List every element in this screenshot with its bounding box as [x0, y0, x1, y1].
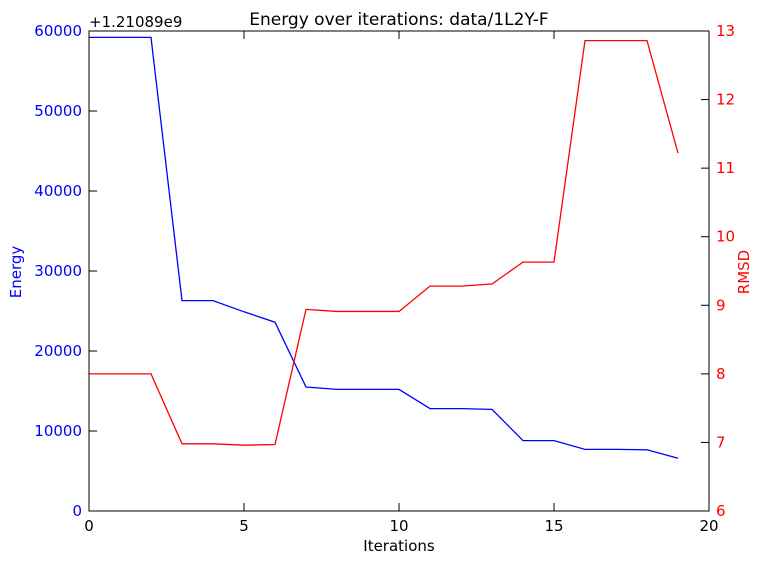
y-left-tick-label: 60000	[34, 22, 82, 40]
energy-series-line	[89, 36, 679, 459]
y-right-tick-label: 6	[716, 502, 726, 520]
y-left-tick-label: 50000	[34, 102, 82, 120]
y-left-tick-label: 0	[72, 502, 82, 520]
y-right-tick-label: 12	[716, 91, 735, 109]
y-right-tick-label: 10	[716, 228, 735, 246]
y-left-tick-label: 40000	[34, 182, 82, 200]
x-tick-label: 0	[84, 517, 94, 535]
x-tick-label: 15	[544, 517, 563, 535]
y-left-tick-label: 10000	[34, 422, 82, 440]
y-right-tick-label: 13	[716, 22, 735, 40]
y-left-axis-label: Energy	[7, 246, 25, 299]
y-left-offset-text: +1.21089e9	[89, 13, 182, 31]
y-right-tick-label: 9	[716, 296, 726, 314]
rmsd-series-line	[89, 39, 679, 446]
x-axis-label: Iterations	[363, 537, 435, 555]
y-right-tick-label: 8	[716, 365, 726, 383]
x-tick-label: 5	[239, 517, 249, 535]
y-right-tick-label: 11	[716, 159, 735, 177]
series-layer	[89, 36, 679, 459]
y-left-tick-label: 20000	[34, 342, 82, 360]
chart-title: Energy over iterations: data/1L2Y-F	[249, 10, 548, 30]
x-tick-label: 20	[699, 517, 718, 535]
axes-layer: 0 5 10 15 20 0 10000 20000 30000 40000 50000 60000 6…	[34, 22, 735, 535]
y-right-axis-label: RMSD	[735, 250, 753, 294]
x-tick-label: 10	[389, 517, 408, 535]
y-left-tick-label: 30000	[34, 262, 82, 280]
y-right-tick-label: 7	[716, 433, 726, 451]
